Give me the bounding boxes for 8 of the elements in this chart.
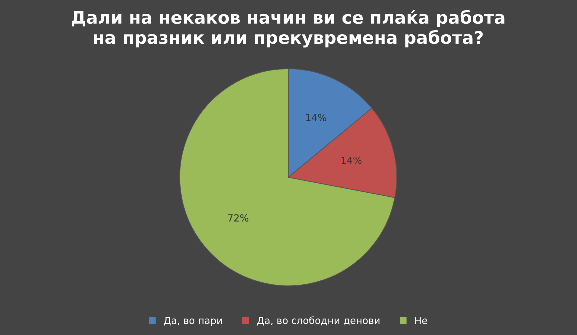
legend-label: Да, во слободни денови	[258, 316, 380, 326]
legend-label: Не	[416, 317, 428, 324]
pie-slice	[180, 68, 396, 286]
legend-label: Да, во пари	[164, 317, 222, 326]
chart-title: Дали на некаков начин ви се плаќа работа на празник или прекувремена работа?	[72, 10, 505, 48]
data-label: 14%	[342, 156, 362, 164]
data-label: 14%	[306, 114, 326, 122]
data-label: 72%	[228, 214, 249, 222]
